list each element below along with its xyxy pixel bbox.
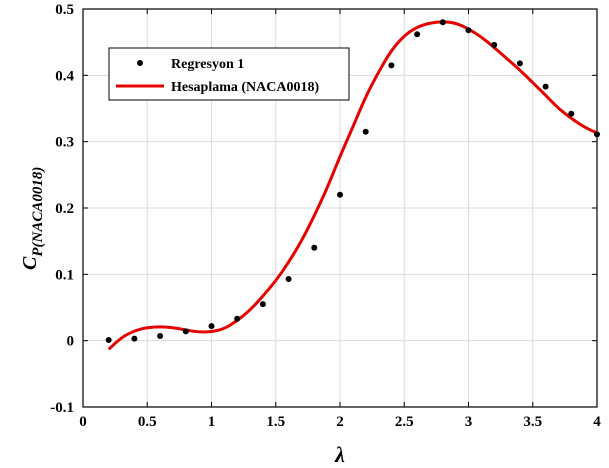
data-point-regresyon	[182, 328, 189, 335]
data-point-regresyon	[311, 244, 318, 251]
data-point-regresyon	[285, 275, 292, 282]
legend: Regresyon 1 Hesaplama (NACA0018)	[108, 47, 350, 101]
data-point-regresyon	[259, 301, 266, 308]
x-tick-label: 0	[79, 414, 87, 430]
x-tick-label: 1.5	[266, 414, 285, 430]
data-point-regresyon	[568, 110, 575, 117]
x-tick-label: 2	[336, 414, 344, 430]
data-point-regresyon	[157, 333, 164, 340]
x-tick-label: 4	[593, 414, 601, 430]
y-tick-label: 0.4	[55, 68, 74, 84]
x-tick-label: 0.5	[138, 414, 157, 430]
x-axis-title: λ	[334, 442, 345, 467]
data-point-regresyon	[542, 83, 549, 90]
data-point-regresyon	[105, 337, 112, 344]
data-point-regresyon	[362, 128, 369, 135]
data-point-regresyon	[491, 41, 498, 48]
y-tick-label: 0.5	[55, 2, 74, 18]
y-tick-label: 0.1	[55, 267, 74, 283]
x-tick-label: 3	[465, 414, 473, 430]
y-axis-title-sub: P(NACA0018)	[30, 167, 46, 257]
x-tick-label: 2.5	[395, 414, 414, 430]
x-tick-label: 1	[208, 414, 216, 430]
y-axis-title-main: C	[19, 256, 41, 270]
y-tick-label: 0.3	[55, 135, 74, 151]
y-tick-label: 0	[67, 334, 75, 350]
legend-label-hesaplama: Hesaplama (NACA0018)	[171, 80, 319, 95]
series-line-hesaplama	[107, 20, 598, 351]
legend-label-regresyon: Regresyon 1	[171, 57, 244, 72]
data-point-regresyon	[388, 62, 395, 69]
legend-marker-regresyon	[137, 60, 143, 66]
grid-layer	[82, 8, 598, 408]
data-point-regresyon	[465, 27, 472, 34]
y-tick-label: 0.2	[55, 201, 74, 217]
data-point-regresyon	[337, 191, 343, 198]
y-axis-title: CP(NACA0018)	[19, 167, 46, 270]
data-point-regresyon	[414, 31, 421, 38]
data-point-regresyon	[208, 323, 215, 330]
y-tick-label: -0.1	[50, 400, 74, 416]
x-tick-label: 3.5	[523, 414, 542, 430]
legend-box	[108, 47, 350, 101]
series-layer	[105, 19, 600, 351]
data-point-regresyon	[439, 19, 446, 26]
data-point-regresyon	[234, 315, 241, 322]
data-point-regresyon	[131, 335, 138, 342]
data-point-regresyon	[516, 60, 523, 67]
tick-layer: 0 0.5 1 1.5 2 2.5 3 3.5 4 -0.1 0 0.1 0.2 0.3 0.4 0.5	[50, 2, 601, 430]
